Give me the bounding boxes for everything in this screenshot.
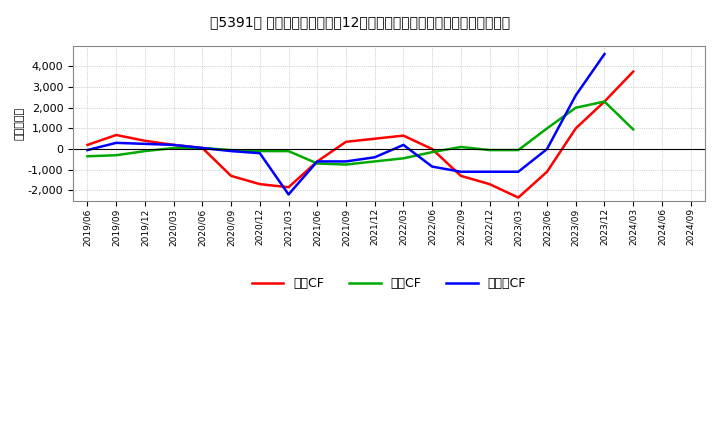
- フリーCF: [313, 159, 322, 164]
- 投資CF: [198, 145, 207, 150]
- 営業CF: [313, 159, 322, 164]
- Line: 投資CF: 投資CF: [88, 102, 633, 165]
- 営業CF: [284, 185, 293, 190]
- 営業CF: [342, 139, 351, 144]
- 営業CF: [198, 145, 207, 150]
- 営業CF: [543, 169, 552, 174]
- フリーCF: [572, 93, 580, 98]
- フリーCF: [370, 154, 379, 160]
- フリーCF: [543, 147, 552, 152]
- Y-axis label: （百万円）: （百万円）: [15, 106, 25, 140]
- 営業CF: [256, 181, 264, 187]
- フリーCF: [428, 164, 436, 169]
- 投資CF: [227, 147, 235, 153]
- 投資CF: [485, 147, 494, 153]
- Text: 5391、 キャッシュフローの12か月移動合計の対前年同期増減額の推移: 5391、 キャッシュフローの12か月移動合計の対前年同期増減額の推移: [210, 15, 510, 29]
- 営業CF: [84, 142, 92, 147]
- フリーCF: [198, 145, 207, 150]
- 営業CF: [169, 142, 178, 147]
- 投資CF: [399, 156, 408, 161]
- 営業CF: [112, 132, 120, 138]
- 営業CF: [399, 133, 408, 138]
- フリーCF: [399, 142, 408, 147]
- フリーCF: [514, 169, 523, 174]
- 営業CF: [514, 195, 523, 200]
- 営業CF: [572, 126, 580, 131]
- フリーCF: [84, 147, 92, 153]
- 営業CF: [456, 173, 465, 179]
- 営業CF: [485, 181, 494, 187]
- 投資CF: [140, 148, 149, 154]
- 営業CF: [629, 69, 637, 74]
- フリーCF: [256, 150, 264, 156]
- 投資CF: [543, 126, 552, 131]
- フリーCF: [227, 148, 235, 154]
- 投資CF: [456, 144, 465, 150]
- フリーCF: [284, 192, 293, 197]
- 投資CF: [629, 127, 637, 132]
- 投資CF: [112, 153, 120, 158]
- 投資CF: [370, 159, 379, 164]
- 投資CF: [284, 148, 293, 154]
- 営業CF: [140, 138, 149, 143]
- フリーCF: [600, 51, 609, 57]
- Legend: 営業CF, 投資CF, フリーCF: 営業CF, 投資CF, フリーCF: [247, 272, 531, 295]
- 投資CF: [313, 161, 322, 166]
- 投資CF: [572, 105, 580, 110]
- 投資CF: [84, 154, 92, 159]
- 投資CF: [169, 145, 178, 150]
- Line: 営業CF: 営業CF: [88, 72, 633, 198]
- 投資CF: [514, 147, 523, 153]
- フリーCF: [456, 169, 465, 174]
- フリーCF: [485, 169, 494, 174]
- 投資CF: [600, 99, 609, 104]
- フリーCF: [112, 140, 120, 146]
- 営業CF: [370, 136, 379, 141]
- フリーCF: [342, 159, 351, 164]
- 投資CF: [256, 148, 264, 154]
- 営業CF: [600, 99, 609, 104]
- 投資CF: [428, 150, 436, 155]
- 営業CF: [227, 173, 235, 179]
- Line: フリーCF: フリーCF: [88, 54, 605, 194]
- 営業CF: [428, 147, 436, 152]
- フリーCF: [140, 141, 149, 147]
- フリーCF: [169, 142, 178, 147]
- 投資CF: [342, 162, 351, 167]
